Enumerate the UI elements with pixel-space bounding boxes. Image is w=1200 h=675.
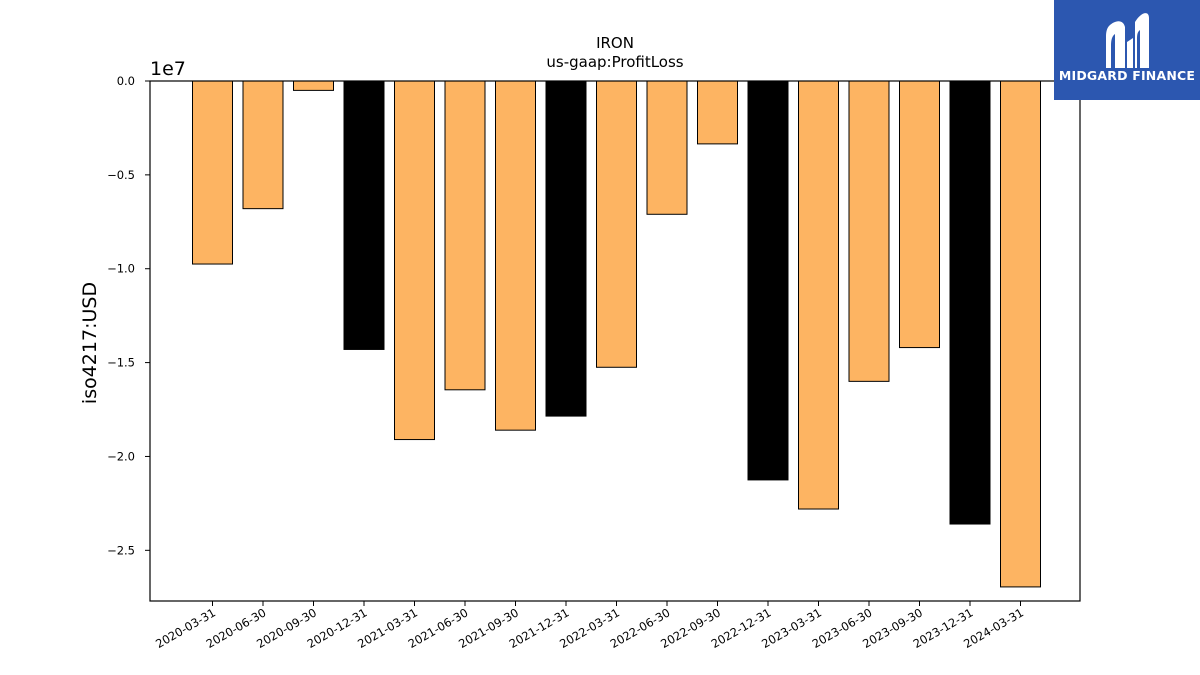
y-tick-label: −1.0: [107, 262, 135, 276]
bar-2023-12-31: [949, 80, 991, 525]
y-tick-label: −1.5: [107, 356, 135, 370]
bar-2023-09-30: [899, 80, 940, 349]
plot-frame: [149, 80, 1081, 602]
bar-2021-03-31: [394, 80, 435, 441]
bar-2020-09-30: [293, 80, 334, 91]
bar-2022-09-30: [697, 80, 738, 145]
company-logo: MIDGARD FINANCE: [1054, 0, 1200, 100]
y-tick-label: −2.5: [107, 543, 135, 557]
y-tick-label: 0.0: [117, 74, 135, 88]
x-ticks-group: 2020-03-312020-06-302020-09-302020-12-31…: [153, 601, 1026, 651]
y-axis-label: iso4217:USD: [79, 282, 101, 404]
chart-subtitle: us-gaap:ProfitLoss: [546, 53, 683, 71]
bar-2021-06-30: [444, 80, 486, 391]
bar-2024-03-31: [1000, 80, 1041, 588]
bar-2021-09-30: [495, 80, 536, 431]
bar-2022-03-31: [596, 80, 637, 368]
bar-2022-12-31: [747, 80, 789, 481]
bar-2020-03-31: [192, 80, 233, 265]
logo-mark-icon: [1106, 13, 1149, 69]
y-ticks-group: 0.0 −0.5 −1.0 −1.5 −2.0 −2.5: [107, 74, 150, 557]
y-tick-label: −2.0: [107, 449, 135, 463]
y-tick-label: −0.5: [107, 168, 135, 182]
chart-title: IRON: [596, 34, 634, 52]
bar-2022-06-30: [646, 80, 688, 215]
bar-2020-06-30: [242, 80, 284, 210]
bar-2023-03-31: [798, 80, 839, 510]
bars-group: [192, 80, 1041, 588]
logo-text: MIDGARD FINANCE: [1058, 68, 1196, 83]
bar-2023-06-30: [848, 80, 890, 382]
bar-2021-12-31: [545, 80, 587, 417]
scale-label: 1e7: [150, 58, 186, 80]
bar-2020-12-31: [343, 80, 385, 350]
